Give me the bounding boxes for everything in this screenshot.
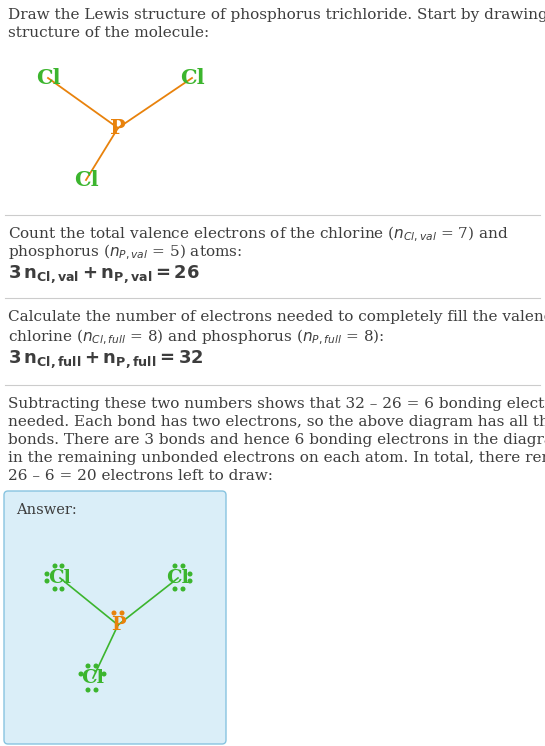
Text: P: P: [111, 616, 125, 634]
Text: 26 – 6 = 20 electrons left to draw:: 26 – 6 = 20 electrons left to draw:: [8, 469, 273, 483]
Text: P: P: [110, 118, 126, 138]
Text: Answer:: Answer:: [16, 503, 77, 517]
Circle shape: [173, 564, 177, 568]
Text: Cl: Cl: [167, 569, 190, 587]
Circle shape: [45, 579, 49, 583]
Text: $\mathbf{3\, n_{Cl,val} + n_{P,val} = 26}$: $\mathbf{3\, n_{Cl,val} + n_{P,val} = 26…: [8, 263, 200, 285]
Circle shape: [120, 611, 124, 615]
Text: $\mathbf{3\, n_{Cl,full} + n_{P,full} = 32}$: $\mathbf{3\, n_{Cl,full} + n_{P,full} = …: [8, 348, 203, 370]
Circle shape: [94, 689, 98, 692]
Circle shape: [53, 564, 57, 568]
Circle shape: [112, 611, 116, 615]
Circle shape: [181, 587, 185, 591]
Circle shape: [45, 572, 49, 576]
Text: in the remaining unbonded electrons on each atom. In total, there remain: in the remaining unbonded electrons on e…: [8, 451, 545, 465]
Text: chlorine ($n_{Cl,full}$ = 8) and phosphorus ($n_{P,full}$ = 8):: chlorine ($n_{Cl,full}$ = 8) and phospho…: [8, 328, 385, 348]
Text: Cl: Cl: [49, 569, 71, 587]
Circle shape: [102, 672, 106, 676]
Text: Cl: Cl: [180, 68, 204, 88]
Circle shape: [188, 579, 192, 583]
Text: Cl: Cl: [35, 68, 60, 88]
Circle shape: [173, 587, 177, 591]
Circle shape: [79, 672, 83, 676]
FancyBboxPatch shape: [4, 491, 226, 744]
Circle shape: [86, 664, 90, 668]
Circle shape: [94, 664, 98, 668]
Text: Cl: Cl: [74, 170, 98, 190]
Text: Subtracting these two numbers shows that 32 – 26 = 6 bonding electrons are: Subtracting these two numbers shows that…: [8, 397, 545, 411]
Circle shape: [53, 587, 57, 591]
Text: needed. Each bond has two electrons, so the above diagram has all the necessary: needed. Each bond has two electrons, so …: [8, 415, 545, 429]
Text: Calculate the number of electrons needed to completely fill the valence shells f: Calculate the number of electrons needed…: [8, 310, 545, 324]
Circle shape: [181, 564, 185, 568]
Text: phosphorus ($n_{P,val}$ = 5) atoms:: phosphorus ($n_{P,val}$ = 5) atoms:: [8, 243, 242, 263]
Circle shape: [188, 572, 192, 576]
Text: Draw the Lewis structure of phosphorus trichloride. Start by drawing the overall: Draw the Lewis structure of phosphorus t…: [8, 8, 545, 40]
Circle shape: [60, 564, 64, 568]
Text: Count the total valence electrons of the chlorine ($n_{Cl,val}$ = 7) and: Count the total valence electrons of the…: [8, 225, 508, 244]
Circle shape: [60, 587, 64, 591]
Circle shape: [86, 689, 90, 692]
Text: Cl: Cl: [82, 669, 105, 687]
Text: bonds. There are 3 bonds and hence 6 bonding electrons in the diagram. Lastly, f: bonds. There are 3 bonds and hence 6 bon…: [8, 433, 545, 447]
